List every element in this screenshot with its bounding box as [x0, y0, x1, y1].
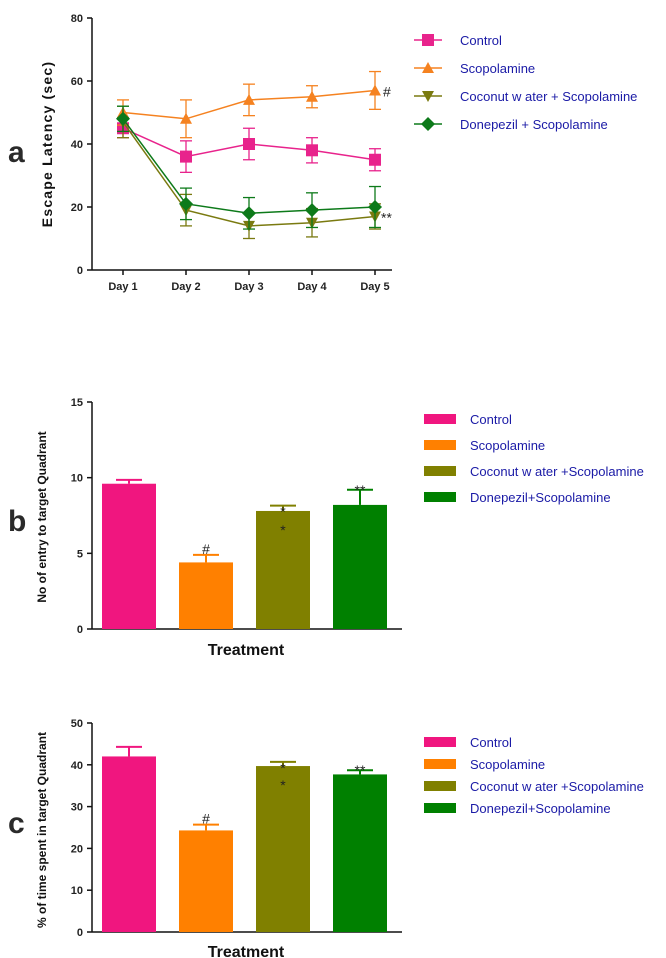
chart-b: b 0 5 10 15 No of entry to target Quadrant Tre…	[8, 397, 644, 659]
significance-annotation: **	[355, 762, 366, 778]
data-point	[180, 151, 192, 163]
legend-swatch	[424, 466, 456, 476]
significance-annotation: **	[355, 482, 366, 498]
x-tick-label-a: Day 2	[171, 281, 200, 293]
x-axis-label-b: Treatment	[208, 642, 285, 659]
y-tick-label-a: 20	[71, 202, 83, 214]
data-point	[369, 84, 381, 95]
legend-swatch	[424, 803, 456, 813]
legend-label: Donepezil+Scopolamine	[470, 801, 611, 816]
legend-swatch	[424, 759, 456, 769]
legend-swatch	[424, 781, 456, 791]
significance-annotation: #	[202, 541, 210, 557]
y-tick-label-a: 60	[71, 76, 83, 88]
x-tick-label-a: Day 5	[360, 281, 389, 293]
x-tick-label-a: Day 1	[108, 281, 137, 293]
bar	[179, 562, 233, 629]
significance-annotation: *	[280, 760, 286, 776]
y-axis-label-a: Escape Latency (sec)	[39, 61, 55, 227]
bar	[333, 505, 387, 629]
bar	[333, 774, 387, 932]
legend-swatch	[424, 737, 456, 747]
legend-label: Coconut w ater + Scopolamine	[460, 89, 637, 104]
legend-marker	[421, 117, 435, 131]
y-tick-label-c: 20	[71, 843, 83, 855]
y-tick-label-a: 80	[71, 13, 83, 25]
bar	[102, 484, 156, 629]
y-tick-label-c: 50	[71, 718, 83, 730]
panel-label-b: b	[8, 505, 26, 538]
significance-annotation: *	[280, 504, 286, 520]
significance-annotation: #	[383, 83, 391, 99]
significance-annotation: *	[280, 777, 286, 793]
data-point	[305, 203, 319, 217]
legend-label: Scopolamine	[460, 61, 535, 76]
legend-label: Scopolamine	[470, 757, 545, 772]
y-tick-label-c: 30	[71, 802, 83, 814]
chart-c: c 0 10 20 30 40 50 % of time spent in target Qu…	[8, 718, 644, 958]
significance-annotation: *	[280, 522, 286, 538]
y-tick-label-a: 0	[77, 265, 83, 277]
y-tick-label-c: 0	[77, 927, 83, 939]
y-tick-label-b: 15	[71, 397, 83, 409]
y-axis-label-c: % of time spent in target Quadrant	[35, 732, 49, 928]
legend-label: Control	[460, 33, 502, 48]
legend-b: Control Scopolamine Coconut w ater +Scopol…	[424, 412, 644, 505]
legend-label: Coconut w ater +Scopolamine	[470, 779, 644, 794]
data-point	[179, 197, 193, 211]
y-tick-label-b: 0	[77, 624, 83, 636]
legend-a: Control Scopolamine Coconut w ater + Scopo…	[414, 33, 637, 132]
y-axis-label-b: No of entry to target Quadrant	[35, 431, 49, 602]
legend-swatch	[424, 414, 456, 424]
legend-label: Coconut w ater +Scopolamine	[470, 464, 644, 479]
significance-annotation: #	[202, 811, 210, 827]
data-point	[369, 154, 381, 166]
significance-annotation: **	[381, 209, 392, 225]
legend-swatch	[424, 492, 456, 502]
y-tick-label-b: 10	[71, 473, 83, 485]
legend-label: Scopolamine	[470, 438, 545, 453]
legend-marker	[422, 34, 434, 46]
data-point	[306, 144, 318, 156]
data-point	[242, 206, 256, 220]
x-tick-label-a: Day 4	[297, 281, 327, 293]
y-tick-label-a: 40	[71, 139, 83, 151]
x-tick-label-a: Day 3	[234, 281, 263, 293]
x-axis-label-c: Treatment	[208, 944, 285, 958]
data-point	[243, 138, 255, 150]
chart-a: a 0 20 40 60 80 Day 1 Day 2 Day 3 Day 4 Day 5 Escap…	[8, 13, 637, 293]
bar	[179, 830, 233, 932]
bar	[102, 756, 156, 932]
y-tick-label-c: 40	[71, 760, 83, 772]
panel-label-c: c	[8, 807, 25, 840]
legend-label: Control	[470, 735, 512, 750]
legend-label: Donepezil+Scopolamine	[470, 490, 611, 505]
legend-label: Donepezil + Scopolamine	[460, 117, 608, 132]
panel-label-a: a	[8, 136, 25, 169]
legend-label: Control	[470, 412, 512, 427]
legend-swatch	[424, 440, 456, 450]
y-tick-label-b: 5	[77, 548, 83, 560]
y-tick-label-c: 10	[71, 885, 83, 897]
legend-c: Control Scopolamine Coconut w ater +Scopol…	[424, 735, 644, 816]
